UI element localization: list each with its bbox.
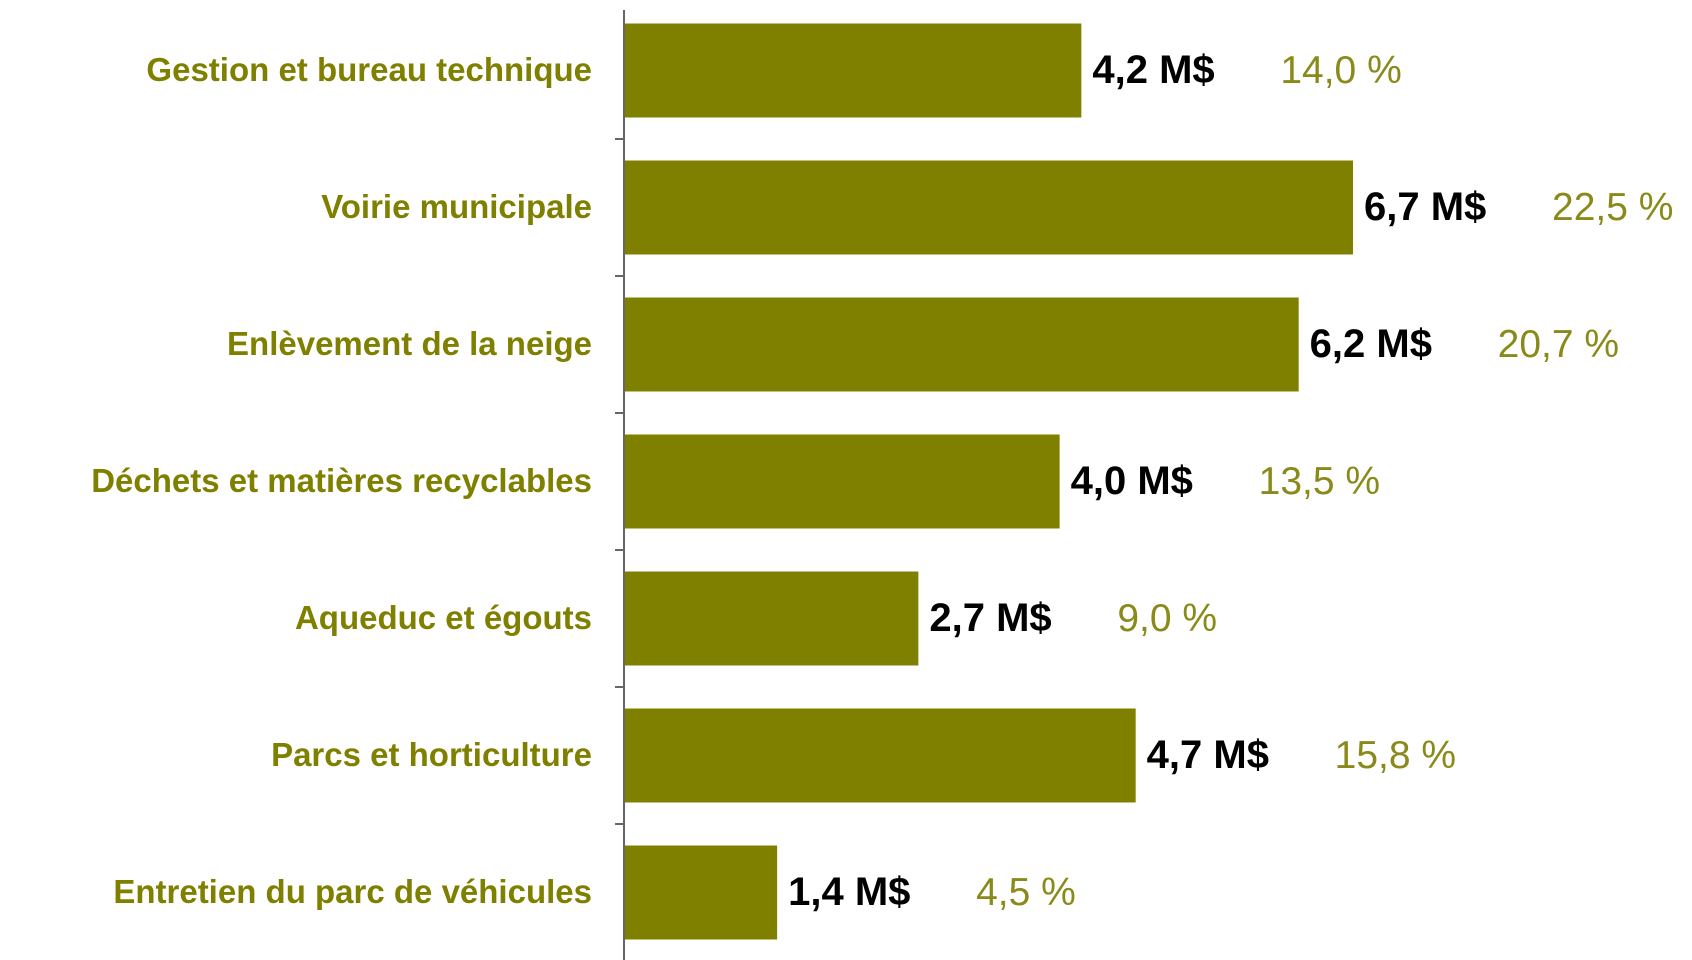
value-label: 4,0 M$ bbox=[1071, 459, 1193, 503]
bar bbox=[625, 708, 1136, 803]
category-label: Parcs et horticulture bbox=[271, 736, 592, 773]
category-label: Enlèvement de la neige bbox=[227, 325, 592, 362]
bar bbox=[625, 23, 1082, 118]
bar bbox=[625, 845, 778, 940]
share-label: 4,5 % bbox=[976, 871, 1076, 914]
category-label: Gestion et bureau technique bbox=[146, 51, 592, 88]
share-label: 9,0 % bbox=[1117, 597, 1217, 640]
category-label: Déchets et matières recyclables bbox=[91, 462, 592, 499]
share-label: 22,5 % bbox=[1552, 186, 1673, 229]
share-label: 20,7 % bbox=[1498, 323, 1619, 366]
value-label: 6,7 M$ bbox=[1364, 185, 1486, 229]
category-label: Voirie municipale bbox=[321, 188, 592, 225]
share-label: 13,5 % bbox=[1259, 460, 1380, 503]
bar bbox=[625, 571, 919, 666]
value-label: 4,2 M$ bbox=[1092, 48, 1214, 92]
value-label: 1,4 M$ bbox=[788, 870, 910, 914]
share-label: 15,8 % bbox=[1335, 734, 1456, 777]
bar bbox=[625, 160, 1353, 255]
value-label: 4,7 M$ bbox=[1147, 733, 1269, 777]
value-label: 2,7 M$ bbox=[929, 596, 1051, 640]
value-label: 6,2 M$ bbox=[1310, 322, 1432, 366]
category-label: Entretien du parc de véhicules bbox=[113, 873, 592, 910]
category-label: Aqueduc et égouts bbox=[295, 599, 592, 636]
bar bbox=[625, 434, 1060, 529]
share-label: 14,0 % bbox=[1280, 49, 1401, 92]
bar bbox=[625, 297, 1299, 392]
